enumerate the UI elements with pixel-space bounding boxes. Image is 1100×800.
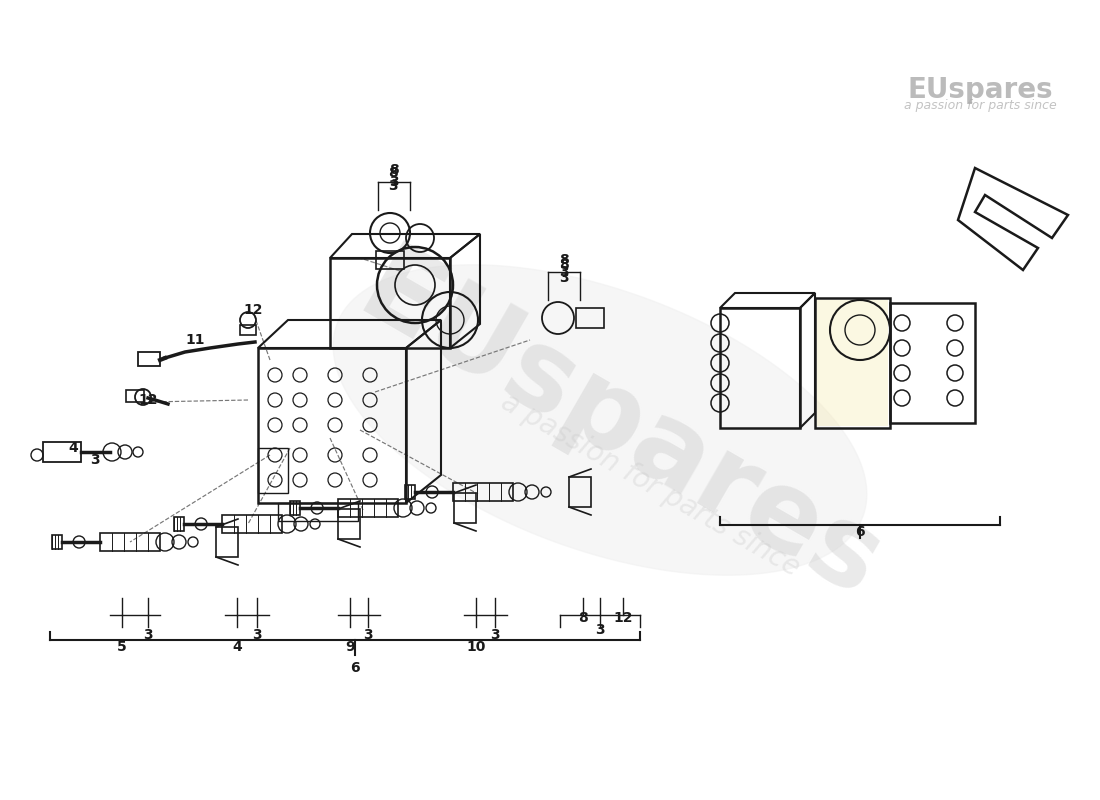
Text: 8: 8 xyxy=(579,611,587,625)
Bar xyxy=(338,499,398,517)
Text: 6: 6 xyxy=(350,661,360,675)
Text: 6: 6 xyxy=(855,525,865,539)
Bar xyxy=(453,483,513,501)
Text: 4: 4 xyxy=(68,441,78,455)
Text: 8: 8 xyxy=(559,258,569,272)
Text: 3: 3 xyxy=(595,623,605,637)
Text: 4: 4 xyxy=(232,640,242,654)
Polygon shape xyxy=(333,265,867,575)
Text: 3: 3 xyxy=(491,628,499,642)
Bar xyxy=(138,352,160,366)
Text: 3: 3 xyxy=(559,271,569,285)
Bar xyxy=(376,251,404,269)
Text: a passion for parts since: a passion for parts since xyxy=(903,98,1056,111)
Bar xyxy=(174,517,184,531)
Text: 3: 3 xyxy=(90,453,100,467)
Text: a passion for parts since: a passion for parts since xyxy=(496,388,804,582)
Bar xyxy=(240,325,256,335)
Text: 3: 3 xyxy=(389,175,399,189)
Text: 8: 8 xyxy=(559,253,569,267)
Text: 8: 8 xyxy=(389,163,399,177)
Bar xyxy=(258,348,406,503)
Text: 3: 3 xyxy=(252,628,262,642)
Bar xyxy=(289,501,300,515)
Bar xyxy=(815,298,890,428)
Text: 10: 10 xyxy=(466,640,486,654)
Text: 12: 12 xyxy=(139,393,157,407)
Bar xyxy=(258,448,288,493)
Text: 11: 11 xyxy=(185,333,205,347)
Bar xyxy=(890,303,975,423)
Text: 3: 3 xyxy=(388,179,398,193)
Text: 8: 8 xyxy=(388,166,398,180)
Text: EUspares: EUspares xyxy=(908,76,1053,104)
Bar xyxy=(43,442,81,462)
Bar xyxy=(720,308,800,428)
Bar xyxy=(330,258,450,348)
Text: 12: 12 xyxy=(243,303,263,317)
Bar xyxy=(338,509,360,539)
Bar xyxy=(126,390,144,402)
Text: 9: 9 xyxy=(345,640,355,654)
Text: 12: 12 xyxy=(614,611,632,625)
Text: 3: 3 xyxy=(559,265,569,279)
Text: 3: 3 xyxy=(143,628,153,642)
Bar xyxy=(569,477,591,507)
Bar xyxy=(222,515,282,533)
Text: 3: 3 xyxy=(363,628,373,642)
Bar xyxy=(817,300,888,426)
Bar xyxy=(278,503,358,521)
Bar xyxy=(216,527,238,557)
Bar xyxy=(454,493,476,523)
Bar xyxy=(576,308,604,328)
Text: 5: 5 xyxy=(117,640,126,654)
Text: EUspares: EUspares xyxy=(341,238,900,622)
Bar xyxy=(100,533,160,551)
Bar xyxy=(405,485,415,499)
Bar xyxy=(52,535,62,549)
